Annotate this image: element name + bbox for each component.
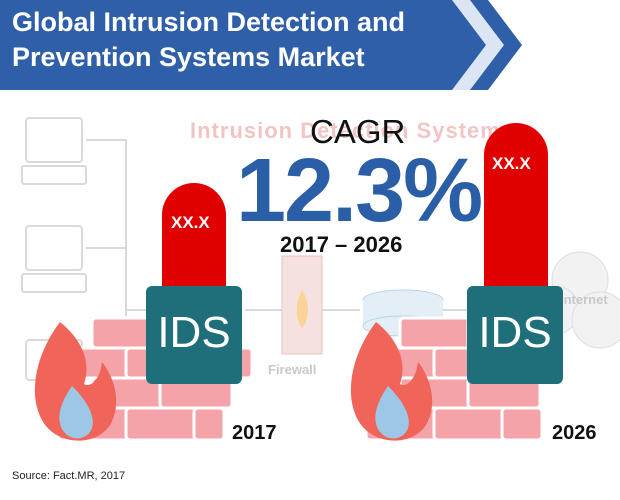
title-line-2: Prevention Systems Market bbox=[12, 42, 365, 72]
right-drop-icon bbox=[375, 386, 409, 439]
computer-icon bbox=[25, 117, 83, 163]
right-year-label: 2026 bbox=[552, 422, 597, 444]
title-banner: Global Intrusion Detection and Preventio… bbox=[0, 0, 620, 90]
background-heading: Intrusion Detection System bbox=[190, 118, 501, 143]
right-thermometer-tube bbox=[484, 123, 548, 290]
left-thermometer-tube bbox=[162, 183, 226, 290]
internet-label: Internet bbox=[560, 292, 608, 307]
left-year-label: 2017 bbox=[232, 422, 277, 444]
left-flame-icon bbox=[34, 322, 117, 441]
right-flame-icon bbox=[350, 322, 433, 441]
cagr-label: CAGR bbox=[310, 113, 406, 150]
firewall-label: Firewall bbox=[268, 362, 317, 377]
left-gauge-value: XX.X bbox=[171, 213, 210, 232]
left-drop-icon bbox=[59, 386, 93, 439]
page-title: Global Intrusion Detection and Preventio… bbox=[12, 5, 482, 75]
cagr-value: 12.3% bbox=[236, 141, 483, 241]
right-ids-label: IDS bbox=[478, 308, 552, 357]
left-ids-box bbox=[146, 286, 242, 384]
title-line-1: Global Intrusion Detection and bbox=[12, 7, 406, 37]
right-gauge-value: XX.X bbox=[492, 154, 531, 173]
left-ids-label: IDS bbox=[157, 308, 231, 357]
computer-icon bbox=[25, 225, 83, 271]
forecast-period: 2017 – 2026 bbox=[280, 232, 403, 257]
banner-arrow-shape bbox=[0, 0, 522, 90]
right-ids-box bbox=[467, 286, 563, 384]
source-note: Source: Fact.MR, 2017 bbox=[12, 470, 126, 482]
